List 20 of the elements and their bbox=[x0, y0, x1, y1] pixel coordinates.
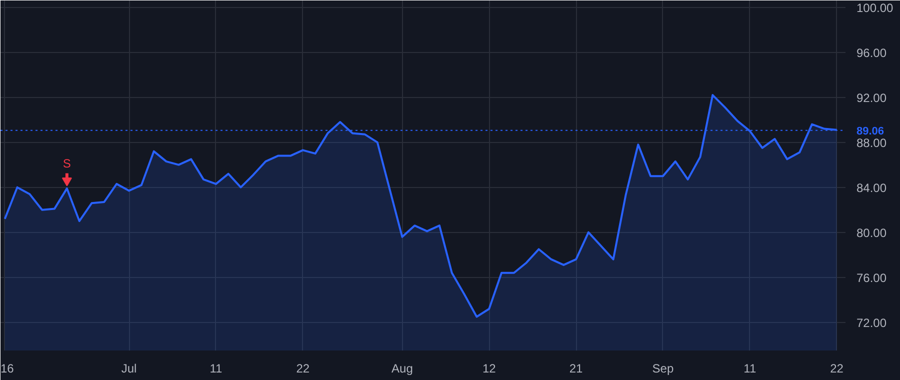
ref-line-label: 89.06 bbox=[856, 125, 884, 138]
x-tick-label: Jul bbox=[121, 362, 137, 376]
y-tick-label: 76.00 bbox=[856, 270, 887, 285]
y-tick-label: 96.00 bbox=[856, 46, 887, 60]
x-tick-label: 22 bbox=[830, 362, 844, 376]
y-tick-label: 72.00 bbox=[856, 316, 887, 330]
y-tick-label: 92.00 bbox=[856, 90, 887, 105]
x-tick-label: 22 bbox=[296, 362, 310, 376]
y-tick-label: 84.00 bbox=[856, 180, 887, 195]
x-tick-label: 21 bbox=[569, 362, 584, 376]
y-tick-label: 80.00 bbox=[856, 226, 887, 240]
x-tick-label: 16 bbox=[0, 362, 14, 376]
x-tick-label: Sep bbox=[652, 362, 674, 376]
x-tick-label: 12 bbox=[482, 362, 496, 376]
y-tick-label: 88.00 bbox=[856, 136, 887, 150]
annotation: S bbox=[62, 156, 71, 170]
x-tick-label: 11 bbox=[210, 362, 222, 376]
x-tick-label: Aug bbox=[392, 362, 413, 376]
y-tick-label: 100.00 bbox=[856, 0, 894, 15]
x-tick-label: 11 bbox=[744, 362, 756, 376]
